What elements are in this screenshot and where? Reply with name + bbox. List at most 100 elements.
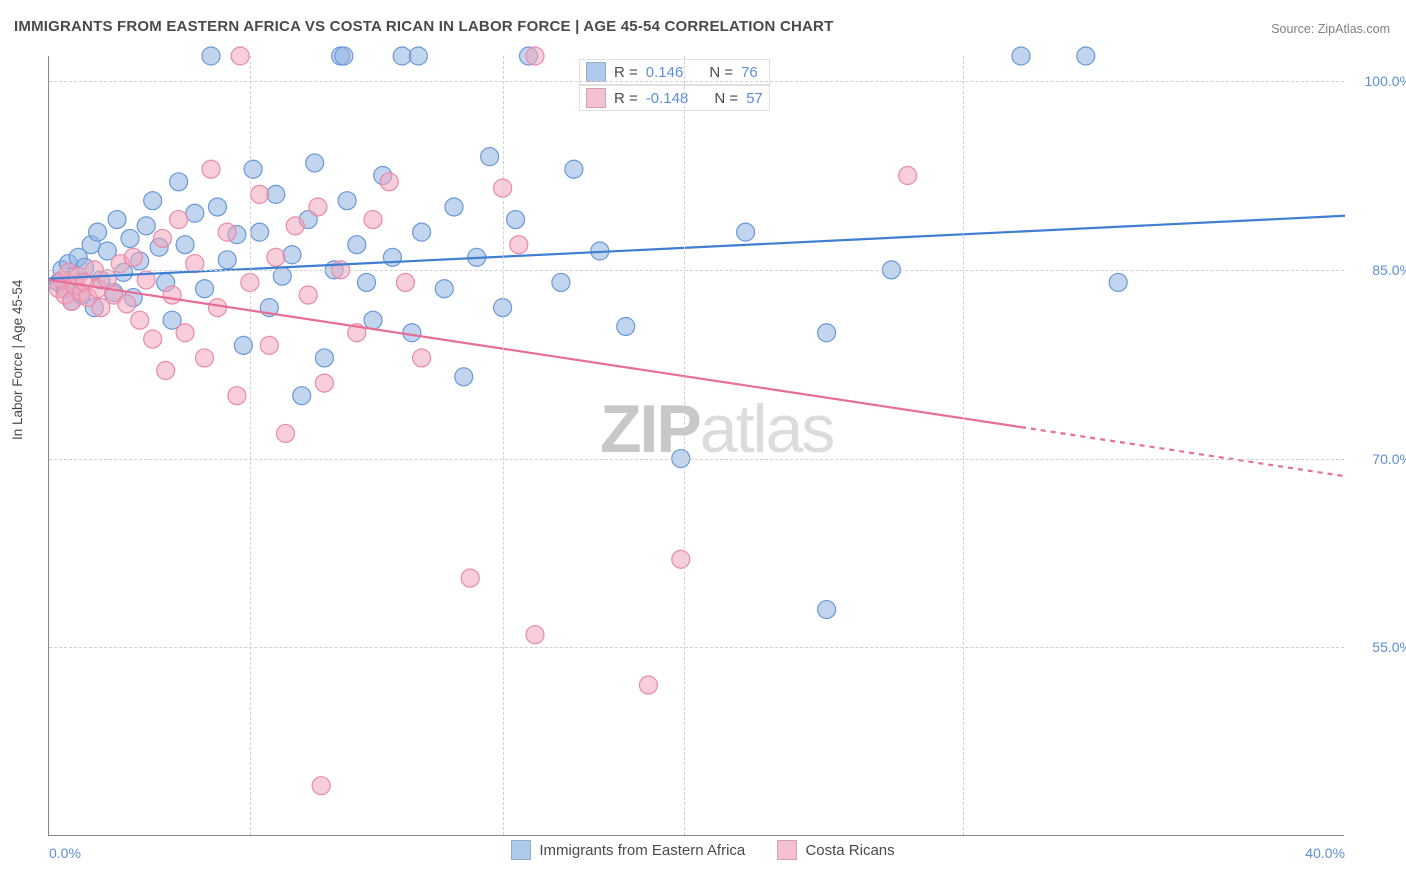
data-point	[153, 229, 171, 247]
gridline-v	[503, 56, 504, 835]
data-point	[364, 211, 382, 229]
data-point	[639, 676, 657, 694]
data-point	[208, 299, 226, 317]
y-tick-label: 55.0%	[1352, 639, 1406, 655]
data-point	[218, 251, 236, 269]
data-point	[267, 248, 285, 266]
gridline-h	[49, 270, 1344, 271]
data-point	[196, 349, 214, 367]
data-point	[435, 280, 453, 298]
data-point	[299, 286, 317, 304]
legend-swatch-a	[586, 62, 606, 82]
data-point	[267, 185, 285, 203]
legend-bottom-label-a: Immigrants from Eastern Africa	[539, 842, 745, 859]
data-point	[98, 270, 116, 288]
data-point	[121, 229, 139, 247]
data-point	[413, 223, 431, 241]
data-point	[526, 47, 544, 65]
gridline-h	[49, 81, 1344, 82]
legend-correlation: R = 0.146 N = 76 R = -0.148 N = 57	[579, 59, 770, 111]
data-point	[306, 154, 324, 172]
data-point	[131, 311, 149, 329]
chart-title: IMMIGRANTS FROM EASTERN AFRICA VS COSTA …	[14, 18, 833, 35]
data-point	[218, 223, 236, 241]
gridline-v	[963, 56, 964, 835]
data-point	[899, 167, 917, 185]
data-point	[283, 246, 301, 264]
data-point	[481, 148, 499, 166]
data-point	[461, 569, 479, 587]
data-point	[393, 47, 411, 65]
gridline-h	[49, 459, 1344, 460]
data-point	[170, 211, 188, 229]
n-label-b: N =	[714, 90, 738, 107]
gridline-v	[684, 56, 685, 835]
data-point	[617, 317, 635, 335]
data-point	[526, 626, 544, 644]
legend-row-series-b: R = -0.148 N = 57	[579, 85, 770, 111]
data-point	[413, 349, 431, 367]
trend-line	[49, 280, 1021, 427]
data-point	[338, 192, 356, 210]
data-point	[396, 273, 414, 291]
data-point	[312, 777, 330, 795]
trend-line-dashed	[1021, 427, 1345, 476]
data-point	[315, 349, 333, 367]
data-point	[286, 217, 304, 235]
data-point	[1109, 273, 1127, 291]
data-point	[163, 286, 181, 304]
data-point	[380, 173, 398, 191]
data-point	[445, 198, 463, 216]
data-point	[244, 160, 262, 178]
legend-bottom: Immigrants from Eastern Africa Costa Ric…	[0, 840, 1406, 864]
r-value-b: -0.148	[646, 90, 689, 107]
r-label-a: R =	[614, 64, 638, 81]
data-point	[251, 223, 269, 241]
data-point	[202, 47, 220, 65]
data-point	[228, 387, 246, 405]
source-label: Source: ZipAtlas.com	[1271, 22, 1390, 36]
gridline-h	[49, 647, 1344, 648]
data-point	[403, 324, 421, 342]
data-point	[672, 550, 690, 568]
y-tick-label: 100.0%	[1352, 73, 1406, 89]
data-point	[108, 211, 126, 229]
data-point	[1077, 47, 1095, 65]
data-point	[1012, 47, 1030, 65]
data-point	[455, 368, 473, 386]
n-value-a: 76	[741, 64, 758, 81]
data-point	[196, 280, 214, 298]
legend-bottom-swatch-b	[777, 840, 797, 860]
data-point	[348, 236, 366, 254]
data-point	[186, 204, 204, 222]
data-point	[737, 223, 755, 241]
chart-area: R = 0.146 N = 76 R = -0.148 N = 57 55.0%…	[48, 56, 1344, 836]
data-point	[277, 424, 295, 442]
data-point	[202, 160, 220, 178]
y-tick-label: 85.0%	[1352, 262, 1406, 278]
data-point	[260, 336, 278, 354]
data-point	[176, 324, 194, 342]
data-point	[565, 160, 583, 178]
r-value-a: 0.146	[646, 64, 684, 81]
data-point	[124, 248, 142, 266]
data-point	[552, 273, 570, 291]
data-point	[364, 311, 382, 329]
legend-bottom-label-b: Costa Ricans	[805, 842, 894, 859]
y-tick-label: 70.0%	[1352, 451, 1406, 467]
data-point	[818, 601, 836, 619]
data-point	[293, 387, 311, 405]
n-value-b: 57	[746, 90, 763, 107]
data-point	[409, 47, 427, 65]
data-point	[157, 362, 175, 380]
data-point	[335, 47, 353, 65]
data-point	[208, 198, 226, 216]
legend-item-a: Immigrants from Eastern Africa	[511, 840, 745, 860]
n-label-a: N =	[709, 64, 733, 81]
gridline-v	[250, 56, 251, 835]
legend-item-b: Costa Ricans	[777, 840, 894, 860]
data-point	[176, 236, 194, 254]
data-point	[309, 198, 327, 216]
scatter-plot	[49, 56, 1345, 836]
data-point	[137, 217, 155, 235]
